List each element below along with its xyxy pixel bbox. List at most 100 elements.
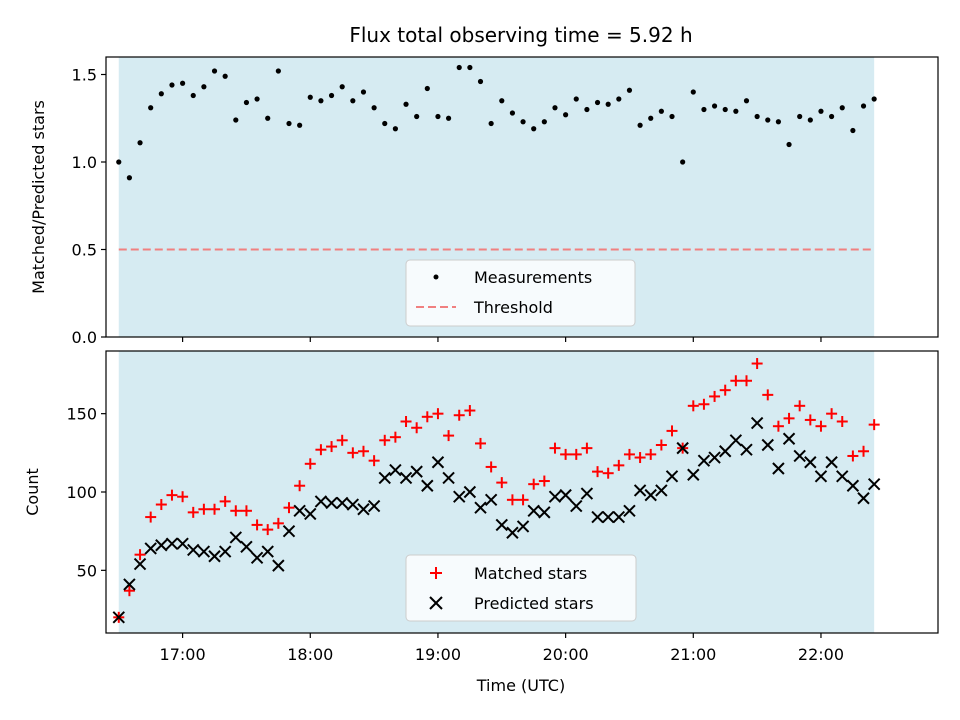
predicted-star-point [463, 485, 477, 499]
measurement-point [233, 117, 239, 123]
measurement-point [860, 103, 867, 109]
measurement-point [775, 119, 782, 125]
predicted-star-point [495, 518, 508, 532]
measurement-point [488, 120, 494, 127]
measurement-point [126, 175, 133, 181]
matched-star-point [283, 502, 295, 514]
predicted-star-point [644, 488, 657, 502]
matched-star-point [389, 431, 401, 443]
matched-star-point [443, 430, 455, 442]
measurement-point [807, 117, 813, 123]
predicted-star-point [133, 557, 147, 571]
predicted-star-point [591, 510, 604, 524]
matched-star-point [762, 389, 774, 401]
predicted-star-point [144, 542, 157, 555]
measurement-point [392, 126, 398, 132]
predicted-star-point [506, 526, 519, 539]
matched-star-point [772, 420, 784, 432]
measurement-point [318, 98, 324, 104]
legend-predicted-marker [429, 596, 443, 610]
matched-star-point [698, 398, 710, 410]
matched-star-point [230, 505, 242, 517]
matched-star-point [432, 408, 444, 420]
matched-star-point [709, 390, 721, 402]
top-y-ticks: 0.0 0.5 1.0 1.5 [72, 66, 106, 347]
predicted-star-point [538, 506, 551, 519]
matched-star-point [209, 503, 221, 515]
matched-star-point [453, 409, 465, 421]
measurement-point [733, 108, 739, 114]
measurement-point [382, 120, 388, 127]
predicted-star-point [665, 470, 679, 483]
predicted-star-point [431, 456, 445, 469]
legend-measurements-marker [433, 274, 439, 280]
matched-star-point [826, 408, 838, 420]
matched-star-point [326, 441, 338, 453]
predicted-star-point [282, 524, 296, 538]
matched-star-point [549, 442, 561, 454]
matched-star-point [198, 503, 210, 515]
top-legend: Measurements Threshold [405, 259, 636, 327]
predicted-star-point [761, 438, 774, 452]
predicted-star-point [399, 471, 413, 485]
legend-matched-marker [430, 567, 442, 579]
measurement-point [552, 105, 558, 111]
measurement-point [307, 94, 313, 100]
matched-star-point [804, 414, 816, 426]
matched-star-point [166, 489, 178, 501]
matched-star-point [134, 549, 146, 561]
predicted-star-point [516, 520, 530, 533]
predicted-star-point [740, 443, 753, 456]
matched-star-point [123, 585, 135, 597]
matched-star-point [634, 452, 646, 464]
measurement-point [765, 117, 771, 123]
matched-stars-series [113, 358, 880, 623]
predicted-star-point [708, 451, 721, 464]
measurement-point [690, 89, 696, 95]
x-tick-label: 19:00 [415, 645, 461, 664]
matched-star-point [155, 499, 167, 511]
matched-star-point [177, 491, 189, 503]
measurement-point [797, 113, 803, 120]
matched-star-point [379, 434, 391, 446]
measurement-point [839, 105, 845, 111]
matched-star-point [751, 358, 763, 370]
predicted-star-point [187, 543, 200, 557]
predicted-star-point [548, 490, 562, 503]
matched-star-point [485, 461, 497, 473]
top-y-axis-label: Matched/Predicted stars [29, 100, 48, 294]
predicted-star-point [208, 550, 221, 563]
predicted-star-point [346, 498, 360, 511]
matched-star-point [475, 437, 487, 449]
measurement-point [360, 89, 367, 95]
predicted-star-point [729, 434, 743, 447]
predicted-star-point [240, 540, 253, 554]
predicted-star-point [772, 462, 785, 475]
matched-star-point [240, 505, 252, 517]
x-tick-label: 17:00 [160, 645, 206, 664]
predicted-star-point [633, 484, 647, 497]
measurement-point [445, 115, 452, 121]
matched-star-point [602, 467, 614, 479]
predicted-star-point [867, 477, 881, 491]
measurement-point [626, 87, 633, 93]
matched-star-point [592, 466, 604, 478]
measurement-point [722, 106, 728, 113]
predicted-star-point [272, 559, 285, 572]
predicted-star-point [176, 537, 189, 550]
matched-star-point [794, 400, 806, 412]
matched-star-point [517, 494, 529, 506]
legend-threshold-label: Threshold [473, 298, 553, 317]
predicted-star-point [570, 499, 583, 513]
predicted-stars-series [112, 416, 881, 624]
measurement-point [829, 113, 835, 120]
predicted-star-point [655, 484, 668, 497]
measurement-point [680, 159, 686, 165]
matched-star-point [783, 412, 795, 424]
matched-star-point [528, 478, 540, 490]
measurement-point [339, 84, 345, 90]
measurement-point [403, 101, 409, 107]
measurement-point [754, 113, 760, 120]
measurement-point [520, 119, 526, 125]
